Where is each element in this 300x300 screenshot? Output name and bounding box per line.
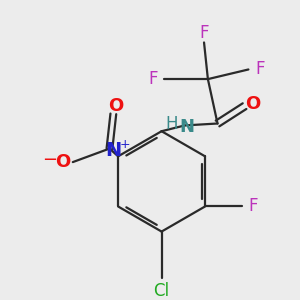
- Text: Cl: Cl: [154, 282, 169, 300]
- Text: O: O: [56, 153, 71, 171]
- Text: H: H: [165, 115, 178, 133]
- Text: N: N: [179, 118, 194, 136]
- Text: F: F: [199, 24, 209, 42]
- Text: F: F: [148, 70, 158, 88]
- Text: −: −: [42, 151, 57, 169]
- Text: F: F: [248, 197, 258, 215]
- Text: O: O: [108, 97, 123, 115]
- Text: +: +: [120, 138, 130, 151]
- Text: O: O: [245, 95, 260, 113]
- Text: F: F: [255, 61, 265, 79]
- Text: N: N: [105, 141, 122, 160]
